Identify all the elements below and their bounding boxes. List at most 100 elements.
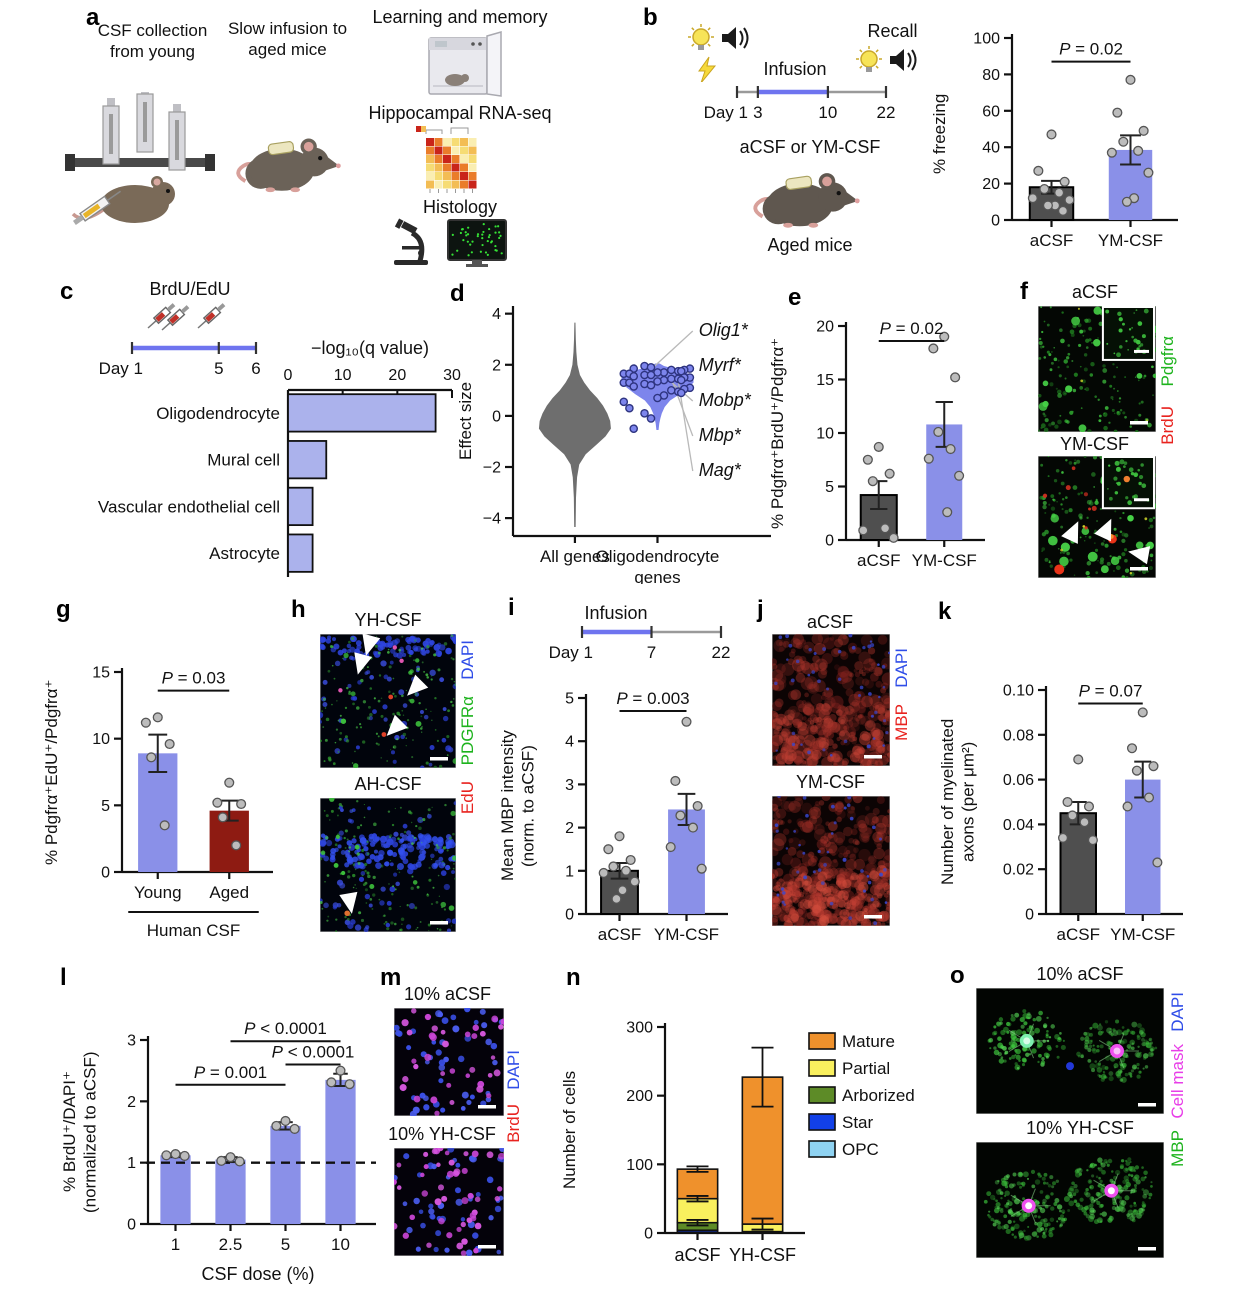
tone-shock-icon [688, 23, 749, 51]
svg-text:CSF dose (%): CSF dose (%) [201, 1264, 314, 1284]
stain-label-brdu: BrdU [504, 1103, 523, 1143]
stain-label-dapi: DAPI [504, 1050, 523, 1090]
svg-text:P = 0.003: P = 0.003 [616, 689, 689, 708]
svg-text:P < 0.0001: P < 0.0001 [272, 1043, 355, 1062]
rnaseq-heatmap-icon [416, 126, 477, 193]
stain-label-edu: EdU [458, 781, 477, 815]
brdu-edu-label: BrdU/EdU [149, 279, 231, 299]
svg-text:5: 5 [281, 1235, 290, 1254]
label-learning-memory: Learning and memory [372, 7, 548, 27]
stain-label-pdgfra: Pdgfrα [1158, 336, 1177, 387]
svg-text:Day 1: Day 1 [549, 643, 593, 662]
yhcsf-edu-micrograph [320, 634, 456, 768]
svg-text:aCSF: aCSF [1057, 925, 1100, 944]
svg-text:15: 15 [816, 372, 834, 389]
panel-letter-c: c [60, 278, 74, 305]
svg-text:Day 1: Day 1 [99, 359, 143, 378]
csf-collection-icon [65, 92, 215, 225]
svg-text:0.06: 0.06 [1003, 772, 1034, 789]
panel-letter-m: m [380, 964, 402, 991]
svg-text:20: 20 [816, 319, 834, 336]
panel-letter-a: a [86, 4, 100, 31]
stain-label-brdu: BrdU [1158, 406, 1177, 446]
svg-text:20: 20 [388, 367, 406, 384]
human-csf-chart: 0 5 10 15 Young Aged P = 0.03 Human CSF [92, 665, 273, 940]
label-histology: Histology [422, 197, 498, 217]
svg-text:4: 4 [565, 734, 574, 751]
svg-text:2: 2 [492, 357, 501, 374]
svg-text:1: 1 [171, 1235, 180, 1254]
svg-text:4: 4 [492, 306, 501, 323]
svg-text:Olig1*: Olig1* [699, 320, 749, 340]
svg-text:40: 40 [982, 140, 1000, 157]
o-image1-title: 10% aCSF [1036, 964, 1124, 984]
svg-text:0: 0 [991, 213, 1000, 230]
svg-text:0: 0 [825, 533, 834, 550]
svg-text:80: 80 [982, 67, 1000, 84]
svg-text:YH-CSF: YH-CSF [729, 1245, 796, 1265]
i-infusion-label: Infusion [584, 603, 648, 623]
svg-text:−2: −2 [483, 460, 501, 477]
svg-text:5: 5 [214, 359, 223, 378]
svg-text:300: 300 [626, 1020, 653, 1037]
aged-mouse-icon [753, 173, 860, 228]
svg-text:Vascular endothelial cell: Vascular endothelial cell [98, 497, 280, 516]
svg-text:22: 22 [877, 103, 896, 122]
svg-text:Mature: Mature [842, 1032, 895, 1051]
svg-text:100: 100 [973, 31, 1000, 48]
pdgfra-brdu-y-label: % Pdgfrα⁺BrdU⁺/Pdgfrα⁺ [768, 337, 787, 529]
svg-text:10: 10 [92, 731, 110, 748]
caption-csf-collection: CSF collection from young [97, 21, 208, 62]
panel-letter-d: d [450, 280, 465, 307]
svg-text:0.04: 0.04 [1003, 817, 1034, 834]
acsf-brdu-culture [394, 1008, 504, 1116]
o-image2-title: 10% YH-CSF [1026, 1118, 1134, 1138]
mbp-intensity-chart: 0 1 2 3 4 5 aCSF YM-CSF P = 0.003 [565, 689, 728, 944]
svg-text:3: 3 [753, 103, 762, 122]
caption-slow-infusion: Slow infusion to aged mice [227, 19, 348, 60]
f-image2-title: YM-CSF [1060, 434, 1129, 454]
svg-text:Arborized: Arborized [842, 1086, 915, 1105]
svg-text:Mobp*: Mobp* [699, 390, 752, 410]
svg-text:P = 0.001: P = 0.001 [194, 1063, 267, 1082]
infused-mouse-icon [236, 138, 341, 193]
m-image1-title: 10% aCSF [403, 984, 492, 1004]
svg-text:1: 1 [127, 1155, 136, 1172]
svg-text:10: 10 [331, 1235, 350, 1254]
svg-text:P < 0.0001: P < 0.0001 [244, 1019, 327, 1038]
recall-label: Recall [867, 21, 918, 41]
experiment-timeline: Day 1 3 10 22 [704, 86, 896, 122]
svg-text:genes: genes [634, 568, 680, 584]
stain-label-mbp: MBP [892, 703, 911, 741]
opc-proliferation-chart: 0 5 10 15 20 aCSF YM-CSF P = 0.02 [816, 319, 985, 570]
conditioning-chamber-icon [428, 31, 502, 97]
svg-text:0: 0 [101, 865, 110, 882]
stain-label-pdgfra: PDGFRα [458, 695, 477, 766]
stain-label-cellmask: Cell mask [1168, 1043, 1187, 1119]
mbp-intensity-y-label: Mean MBP intensity (norm. to aCSF) [498, 730, 538, 882]
svg-text:5: 5 [825, 479, 834, 496]
svg-text:P = 0.03: P = 0.03 [162, 669, 226, 688]
label-rnaseq: Hippocampal RNA-seq [368, 103, 552, 123]
svg-text:15: 15 [92, 665, 110, 682]
treatment-label: aCSF or YM-CSF [739, 137, 881, 157]
ymcsf-mbp-micrograph [772, 796, 890, 926]
h-image1-title: YH-CSF [354, 610, 422, 630]
myelinated-axons-y-label: Number of myelinated axons (per μm²) [938, 718, 978, 886]
celltype-enrichment-chart: −log₁₀(q value) 0 10 20 30 Oligodendrocyte Mur… [98, 338, 461, 577]
ymcsf-pdgfra-micrograph [1038, 456, 1156, 578]
svg-text:30: 30 [443, 367, 461, 384]
svg-text:0: 0 [644, 1226, 653, 1243]
svg-text:0: 0 [492, 408, 501, 425]
svg-text:P = 0.02: P = 0.02 [880, 319, 944, 338]
svg-text:5: 5 [565, 691, 574, 708]
svg-text:0: 0 [565, 907, 574, 924]
svg-text:200: 200 [626, 1088, 653, 1105]
svg-text:Oligodendrocyte: Oligodendrocyte [156, 404, 280, 423]
freezing-chart: 0 20 40 60 80 100 aCSF YM-CSF P = 0.02 [973, 31, 1178, 250]
svg-text:Mag*: Mag* [699, 460, 742, 480]
acsf-pdgfra-micrograph [1038, 306, 1156, 432]
stain-label-mbp: MBP [1168, 1130, 1187, 1168]
svg-text:10: 10 [334, 367, 352, 384]
